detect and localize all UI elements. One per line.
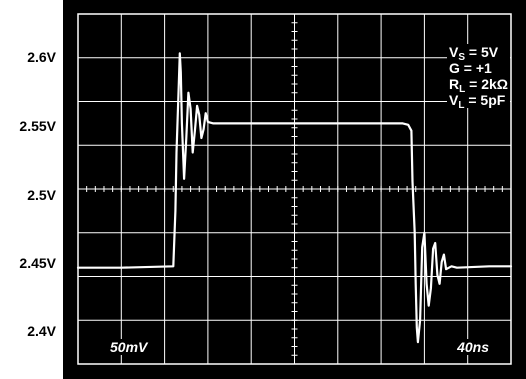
condition-subscript: S	[458, 52, 466, 63]
y-tick-label: 2.4V	[27, 323, 56, 339]
condition-lines: VS = 5V G = +1 RL = 2kΩ VL = 5pF	[449, 44, 508, 111]
condition-symbol: R	[449, 76, 460, 92]
oscilloscope-screen: VS = 5V G = +1 RL = 2kΩ VL = 5pF 50mV 40ns	[63, 0, 526, 379]
condition-line: VL = 5pF	[449, 92, 508, 111]
y-tick-label: 2.5V	[27, 187, 56, 203]
trace-layer	[76, 52, 513, 344]
horizontal-scale-label: 40ns	[454, 339, 492, 355]
condition-value: = 2kΩ	[465, 76, 508, 92]
plot-area	[76, 13, 513, 365]
series-line	[76, 52, 513, 344]
y-tick-label: 2.45V	[19, 255, 56, 271]
condition-subscript: L	[459, 84, 466, 95]
y-tick-label: 2.6V	[27, 49, 56, 65]
condition-symbol: V	[449, 92, 459, 108]
condition-value: = 5pF	[464, 92, 506, 108]
condition-symbol: V	[449, 44, 459, 60]
y-tick-label: 2.55V	[19, 118, 56, 134]
condition-line: RL = 2kΩ	[449, 76, 508, 95]
condition-symbol: G	[449, 60, 460, 76]
condition-line: VS = 5V	[449, 44, 508, 63]
vertical-scale-label: 50mV	[107, 339, 151, 355]
condition-line: G = +1	[449, 60, 508, 76]
condition-subscript: L	[458, 100, 465, 111]
condition-legend: VS = 5V G = +1 RL = 2kΩ VL = 5pF	[447, 44, 510, 111]
condition-value: = +1	[459, 60, 492, 76]
condition-value: = 5V	[465, 44, 499, 60]
